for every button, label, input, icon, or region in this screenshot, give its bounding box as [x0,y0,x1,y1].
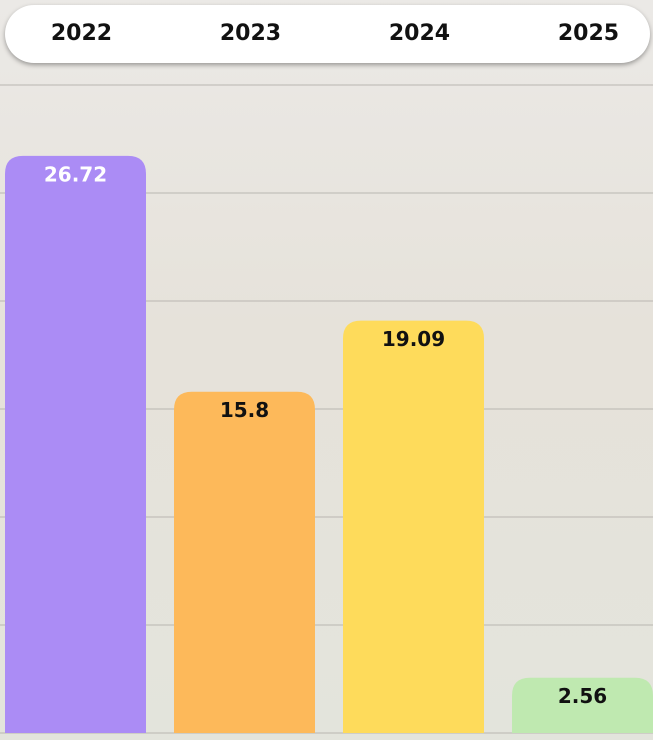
category-label: 2024 [340,5,500,63]
chart-screen: 26.72 15.8 19.09 2.56 2022202320242025 [0,0,653,740]
category-label: 2025 [509,5,653,63]
chart: 26.72 15.8 19.09 2.56 [0,0,653,740]
bar [343,321,484,733]
bar [5,156,146,733]
value-label: 2.56 [558,684,607,708]
category-label: 2022 [2,5,162,63]
value-label: 19.09 [382,327,445,351]
value-label: 26.72 [44,162,107,186]
category-label: 2023 [171,5,331,63]
value-label: 15.8 [220,398,269,422]
bar [174,392,315,733]
